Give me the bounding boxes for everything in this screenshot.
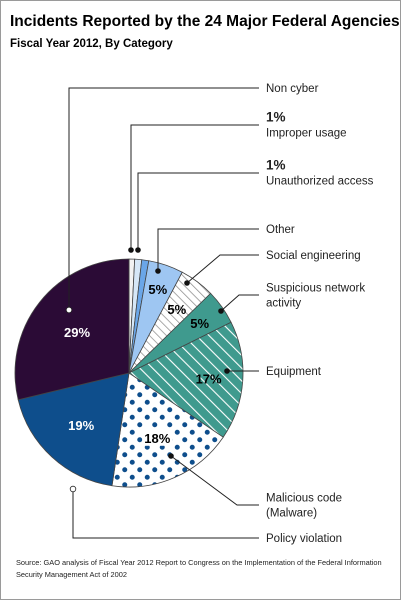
callout-leader [137, 172, 259, 250]
callout-leader [157, 228, 259, 271]
callout-dot [69, 485, 77, 493]
callout-dot [135, 247, 141, 253]
slice-unspecified [14, 258, 130, 401]
slice-label-equipment: 17% [196, 372, 222, 387]
callout-leader [68, 87, 259, 310]
callout-leader [186, 254, 259, 284]
slice-labels: 5%5%5%17%18%19%29% [64, 282, 222, 446]
callout-leader [130, 124, 259, 250]
callout-label: Social engineering [266, 250, 361, 262]
callout-label: Policy violation [266, 533, 342, 545]
slice-label-unspecified: 29% [64, 325, 90, 340]
callout-label: Malicious code [266, 493, 342, 505]
pie-slices [14, 258, 244, 488]
callout-percent: 1% [266, 110, 286, 125]
callout-dot [224, 368, 230, 374]
callout-dot [184, 280, 190, 286]
callout-label: Unauthorized access [266, 176, 374, 188]
slice-label-malicious-code-malware: 18% [144, 431, 170, 446]
callout-labels: Non cyber 1% Improper usage 1% Unauthorized … [266, 83, 374, 545]
callout-dot [155, 268, 161, 274]
callout-dot [168, 453, 174, 459]
callout-dot [128, 247, 134, 253]
callout-leader [72, 489, 259, 539]
label-backdrop [142, 428, 173, 446]
slice-label-social-engineering: 5% [167, 302, 186, 317]
callout-leaders [65, 87, 259, 539]
callout-dot [218, 308, 224, 314]
callout-label: (Malware) [266, 508, 317, 520]
source-note: Source: GAO analysis of Fiscal Year 2012… [16, 558, 382, 579]
callout-leader [220, 294, 259, 312]
slice-policy-violation [17, 372, 130, 487]
chart-subtitle: Fiscal Year 2012, By Category [10, 38, 173, 50]
slice-equipment [128, 321, 244, 438]
callout-label: Other [266, 224, 295, 236]
slice-label-other: 5% [148, 282, 167, 297]
callout-percent: 1% [266, 158, 286, 173]
slice-label-policy-violation: 19% [68, 418, 94, 433]
callout-label: Non cyber [266, 83, 319, 95]
callout-dot [65, 306, 73, 314]
slice-label-suspicious-network-activity: 5% [190, 316, 209, 331]
chart-title: Incidents Reported by the 24 Major Feder… [10, 13, 400, 30]
callout-label: Suspicious network [266, 283, 365, 295]
callout-label: Improper usage [266, 128, 347, 140]
callout-label: activity [266, 298, 301, 310]
callout-leader [170, 455, 259, 506]
callout-label: Equipment [266, 366, 322, 378]
